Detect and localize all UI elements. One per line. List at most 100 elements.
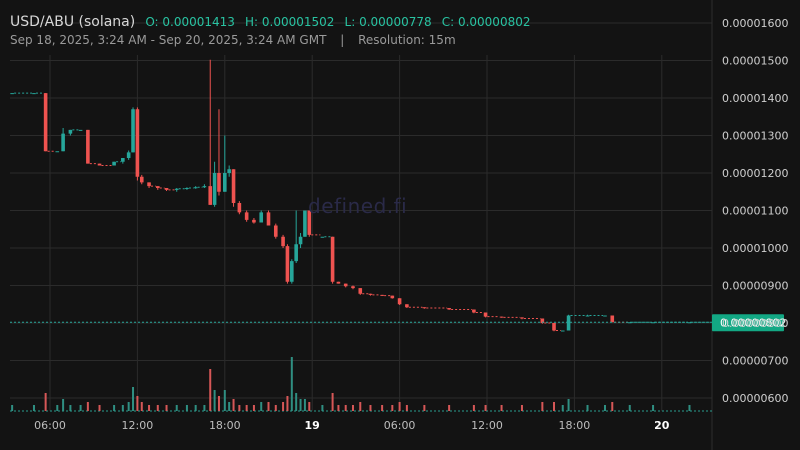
volume-bar [156, 405, 159, 411]
volume-bar [381, 405, 384, 411]
volume-bar [448, 405, 451, 411]
volume-bars [11, 357, 691, 411]
volume-bar [520, 405, 523, 411]
volume-bar [228, 402, 231, 411]
volume-bar [260, 402, 263, 411]
candle-body [298, 236, 303, 245]
volume-bar [303, 399, 306, 411]
volume-bar [553, 402, 556, 411]
volume-bar [472, 405, 475, 411]
price-tick-label: 0.00001500 [722, 55, 788, 68]
volume-bar [344, 405, 347, 411]
volume-bar [194, 405, 197, 411]
chart-header: USD/ABU (solana) O: 0.00001413 H: 0.0000… [10, 11, 530, 30]
candle-body [252, 219, 256, 223]
separator: | [340, 33, 345, 47]
candle-body [585, 315, 590, 317]
price-tick-label: 0.00001100 [722, 205, 788, 218]
candle-body [380, 294, 384, 296]
chart-grid [10, 0, 713, 450]
candle-body [566, 315, 571, 331]
ohlc-close: C: 0.00000802 [441, 15, 531, 29]
volume-bar [267, 402, 270, 411]
price-tick-label: 0.00001400 [722, 92, 788, 105]
volume-bar [213, 390, 216, 411]
volume-bar [165, 405, 168, 411]
price-tick-label: 0.00000700 [722, 355, 788, 368]
volume-bar [185, 405, 188, 411]
candles [10, 59, 710, 332]
candle-body [32, 93, 36, 95]
volume-bar [62, 399, 65, 411]
candle-body [185, 188, 189, 189]
candle-body [68, 129, 73, 134]
candle-body [164, 188, 169, 190]
chart-subheader: Sep 18, 2025, 3:24 AM - Sep 20, 2025, 3:… [10, 33, 456, 47]
candle-body [687, 322, 692, 324]
volume-bar [391, 405, 394, 411]
volume-bar [611, 402, 614, 411]
volume-bar [290, 357, 293, 411]
ohlc-low: L: 0.00000778 [344, 15, 432, 29]
time-tick-label: 12:00 [122, 419, 154, 432]
volume-bar [132, 387, 135, 411]
volume-bar [11, 405, 14, 411]
volume-bar [541, 402, 544, 411]
volume-bar [127, 402, 130, 411]
date-range: Sep 18, 2025, 3:24 AM - Sep 20, 2025, 3:… [10, 33, 327, 47]
candle-body [61, 133, 65, 152]
candle-body [78, 129, 83, 131]
price-tick-label: 0.00000600 [722, 392, 788, 405]
volume-bar [351, 405, 354, 411]
price-tick-label: 0.00000900 [722, 280, 788, 293]
ohlc-high: H: 0.00001502 [245, 15, 335, 29]
candle-body [610, 315, 615, 323]
candle-body [390, 295, 395, 299]
volume-bar [628, 405, 631, 411]
candle-body [627, 322, 632, 324]
candle-body [223, 173, 227, 192]
candle-body [483, 312, 488, 317]
candle-body [294, 244, 298, 262]
volume-bar [232, 399, 235, 411]
volume-bar [121, 405, 124, 411]
volume-bar [688, 405, 691, 411]
volume-bar [295, 393, 298, 411]
volume-bar [175, 405, 178, 411]
volume-bar [238, 405, 241, 411]
time-tick-label: 18:00 [209, 419, 241, 432]
candle-body [552, 323, 556, 331]
volume-bar [245, 405, 248, 411]
volume-bar [69, 405, 72, 411]
volume-bar [321, 405, 324, 411]
candle-body [155, 186, 160, 188]
candle-body [351, 286, 355, 289]
time-tick-label: 12:00 [471, 419, 503, 432]
candle-body [285, 246, 290, 282]
candle-body [112, 161, 116, 166]
time-tick-label: 19 [305, 419, 320, 432]
candle-body [139, 176, 144, 183]
candle-body [217, 173, 221, 192]
candle-body [126, 152, 131, 158]
candle-body [208, 186, 213, 205]
volume-bar [98, 405, 101, 411]
candle-body [86, 129, 90, 164]
candle-body [336, 281, 341, 284]
candle-body [212, 173, 217, 205]
volume-bar [252, 405, 255, 411]
candle-body [244, 212, 249, 220]
candle-body [121, 158, 125, 162]
volume-bar [586, 405, 589, 411]
volume-bar [209, 369, 212, 411]
candle-body [174, 188, 179, 190]
candle-body [307, 210, 312, 235]
candle-body [147, 182, 151, 187]
volume-bar [484, 405, 487, 411]
candle-body [266, 212, 271, 226]
price-tick-label: 0.00001600 [722, 17, 788, 30]
volume-bar [561, 405, 564, 411]
volume-bar [567, 399, 570, 411]
candle-body [651, 322, 655, 324]
